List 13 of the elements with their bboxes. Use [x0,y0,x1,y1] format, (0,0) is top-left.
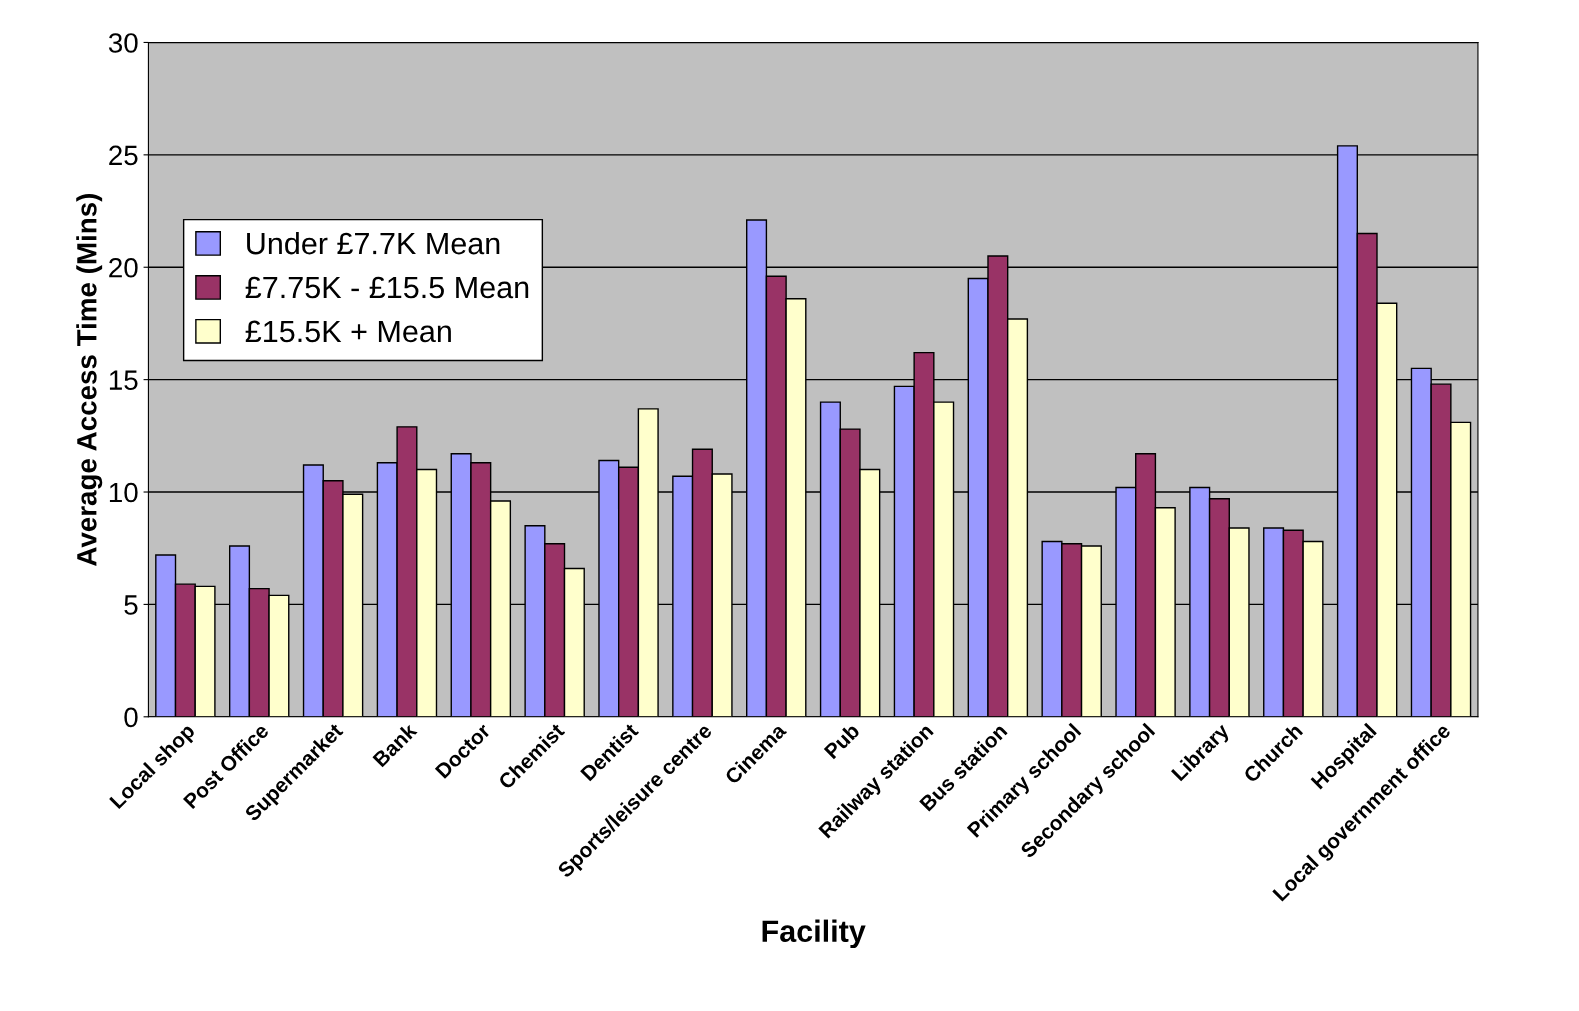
x-tick-label: Pub [823,722,861,760]
y-axis-title: Average Access Time (Mins) [76,193,103,566]
legend-label: £7.75K - £15.5 Mean [245,276,529,299]
y-tick-label: 25 [109,145,138,166]
legend-label: Under £7.7K Mean [247,231,500,255]
y-tick-label: 30 [108,33,138,53]
x-axis-title: Facility [762,919,866,949]
y-tick-label: 5 [124,595,138,615]
y-tick-label: 10 [109,482,138,503]
y-tick-label: 0 [124,707,138,728]
y-tick-label: 15 [109,370,138,390]
y-tick-label: 20 [109,257,138,278]
legend-label: £15.5K + Mean [245,320,451,343]
